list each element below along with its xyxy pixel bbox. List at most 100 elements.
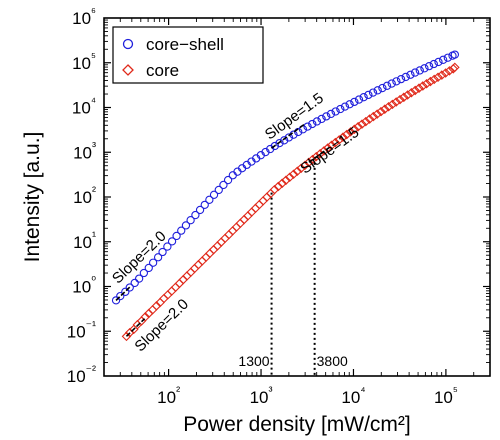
point-core-shell (172, 231, 181, 241)
point-core-shell (181, 221, 191, 230)
point-core-shell (322, 112, 331, 121)
y-tick-label: 10⁴ (72, 95, 96, 118)
point-core-shell (153, 253, 163, 262)
point-core-shell (270, 141, 280, 151)
point-core (372, 109, 382, 119)
x-tick-label: 10⁴ (341, 384, 365, 407)
point-core-shell (125, 283, 134, 292)
point-core-shell (280, 136, 289, 145)
data-marks (111, 50, 460, 342)
point-core (296, 163, 306, 174)
y-tick-label: 10⁵ (72, 50, 96, 73)
point-core-shell (410, 68, 420, 77)
point-core-shell (354, 95, 364, 104)
point-core-shell (350, 97, 359, 107)
point-core-shell (331, 107, 340, 116)
point-core-shell (308, 119, 317, 129)
point-core-shell (424, 61, 434, 71)
point-core-shell (223, 175, 233, 185)
point-core-shell (415, 66, 424, 75)
point-core (387, 99, 398, 110)
point-core (281, 175, 291, 186)
point-core-shell (111, 296, 121, 305)
point-core-shell (392, 77, 401, 86)
point-core (330, 137, 341, 148)
point-core-shell (340, 102, 350, 111)
point-core (450, 62, 460, 73)
y-tick-label: 10¹ (73, 229, 96, 252)
legend-marker-core-shell (122, 38, 134, 50)
x-tick-label: 10² (157, 384, 180, 407)
point-core-shell (317, 114, 326, 124)
point-core (345, 127, 356, 137)
point-core-shell (167, 237, 177, 246)
point-core-shell (219, 180, 228, 190)
point-core-shell (275, 138, 284, 148)
vline-label-3800: 3800 (317, 353, 348, 369)
point-core-shell (214, 185, 223, 195)
point-core-shell (121, 287, 130, 296)
point-core (421, 78, 432, 89)
y-tick-label: 10² (73, 184, 96, 207)
legend-box (112, 26, 264, 84)
point-core-shell (130, 278, 139, 288)
point-core (341, 129, 352, 140)
point-core (395, 94, 405, 105)
x-tick-label: 10⁵ (434, 384, 458, 407)
point-core (437, 70, 447, 80)
point-core-shell (443, 53, 452, 62)
point-core (360, 116, 371, 127)
x-axis-label: Power density [mW/cm²] (183, 413, 411, 436)
y-tick-label: 10⁻² (67, 363, 96, 386)
point-core (269, 184, 280, 195)
point-core-shell (134, 274, 144, 283)
point-core (334, 135, 344, 145)
point-core-shell (368, 88, 378, 97)
point-core (440, 68, 451, 78)
point-core (368, 111, 379, 122)
point-core-shell (439, 55, 448, 64)
point-core (353, 121, 363, 132)
point-core (300, 160, 310, 171)
point-core (410, 85, 420, 96)
point-core (140, 312, 151, 322)
point-core (288, 169, 299, 180)
point-core-shell (205, 195, 214, 204)
point-core (273, 181, 284, 192)
point-core-shell (303, 122, 312, 131)
point-core (277, 178, 287, 189)
legend-label: core (146, 61, 179, 80)
point-core (399, 92, 409, 103)
point-core (338, 132, 348, 142)
point-core (429, 74, 439, 85)
point-core (444, 66, 455, 76)
point-core-shell (378, 83, 387, 93)
slope-fit-line (125, 318, 146, 337)
point-core (121, 331, 132, 342)
point-core (311, 151, 322, 162)
point-core (292, 166, 303, 177)
point-core-shell (406, 70, 415, 79)
legend-label: core−shell (146, 35, 224, 54)
slope-fit-line (115, 286, 131, 301)
point-core-shell (396, 74, 406, 84)
point-core (425, 76, 436, 87)
point-core (391, 97, 401, 107)
point-core-shell (209, 190, 219, 199)
vline-label-1300: 1300 (238, 353, 269, 369)
point-core (322, 143, 333, 153)
point-core-shell (312, 117, 322, 126)
point-core (349, 124, 360, 135)
point-core-shell (401, 72, 410, 82)
y-tick-label: 10⁰ (72, 274, 96, 297)
point-core-shell (373, 86, 382, 95)
point-core-shell (382, 81, 392, 90)
point-core-shell (450, 50, 460, 59)
y-tick-label: 10⁶ (72, 5, 96, 28)
point-core-shell (434, 57, 443, 67)
point-core (383, 102, 394, 112)
point-core-shell (387, 79, 396, 88)
legend: core−shell core (112, 26, 264, 84)
point-core-shell (144, 263, 153, 273)
point-core-shell (116, 291, 125, 301)
